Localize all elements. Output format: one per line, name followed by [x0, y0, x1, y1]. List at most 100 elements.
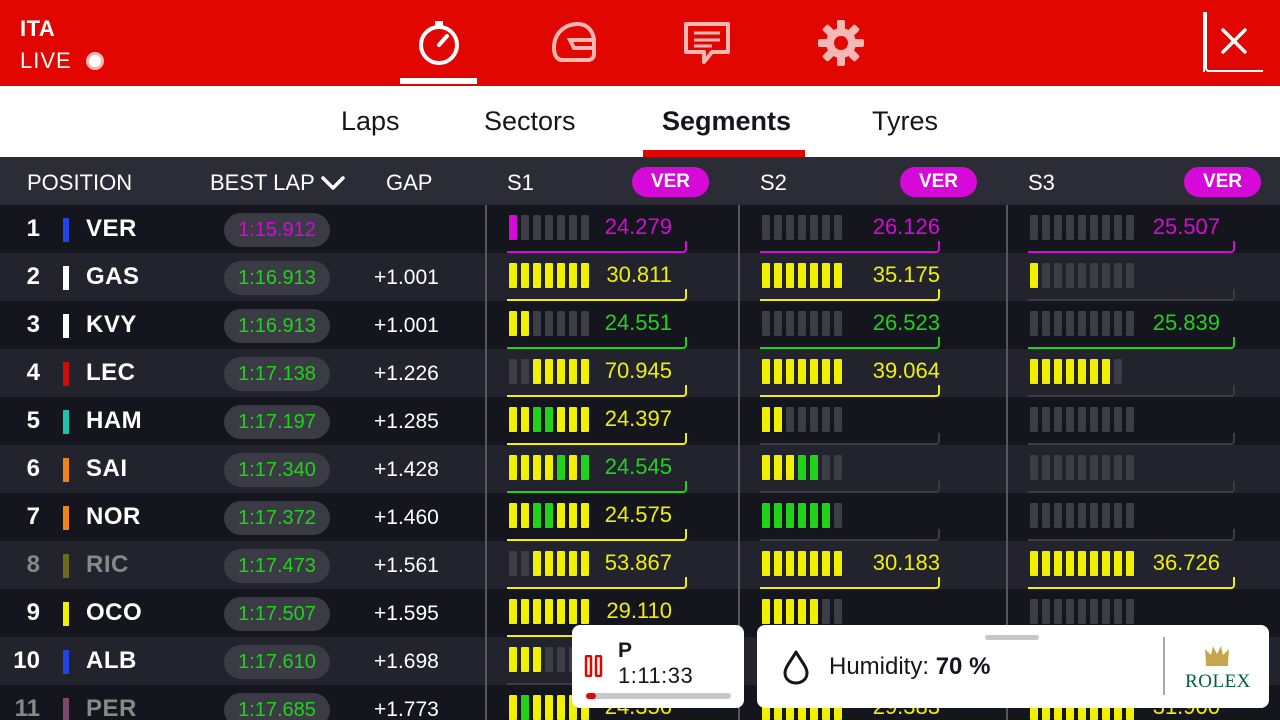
sector-1-segments: 70.945 [507, 349, 691, 397]
segment-block [786, 359, 794, 384]
gap-value: +1.595 [374, 602, 439, 625]
settings-icon[interactable] [816, 18, 866, 68]
close-button-frame [1205, 12, 1263, 72]
column-s1: S1 [507, 170, 534, 195]
segment-block [762, 503, 770, 528]
sector-1-segments: 53.867 [507, 541, 691, 589]
segment-block [810, 311, 818, 336]
table-row[interactable]: 2 GAS 1:16.913 +1.001 30.811 35.175 [0, 253, 1280, 301]
segment-block [1114, 215, 1122, 240]
sector-time: 25.507 [1152, 214, 1220, 239]
segment-block [834, 263, 842, 288]
best-lap-time: 1:17.138 [224, 357, 330, 391]
timing-icon[interactable] [414, 18, 464, 68]
nav-active-indicator [400, 78, 477, 84]
sector-status-line [760, 385, 940, 397]
segment-blocks [509, 503, 589, 528]
tab-sectors[interactable]: Sectors [484, 106, 576, 136]
segment-block [1114, 359, 1122, 384]
race-control-icon[interactable] [682, 18, 732, 68]
team-color-bar [63, 314, 69, 338]
column-best-lap-sort[interactable]: BEST LAP [210, 170, 347, 196]
segment-block [1078, 503, 1086, 528]
segment-block [1090, 359, 1098, 384]
segment-block [1030, 455, 1038, 480]
segment-blocks [762, 455, 842, 480]
table-row[interactable]: 7 NOR 1:17.372 +1.460 24.575 [0, 493, 1280, 541]
segment-block [521, 215, 529, 240]
tab-segments[interactable]: Segments [662, 106, 792, 136]
segment-block [521, 407, 529, 432]
sector-3-segments [1028, 253, 1239, 301]
segment-block [533, 407, 541, 432]
segment-block [822, 359, 830, 384]
session-flag: P [618, 639, 633, 662]
sector-time: 24.575 [604, 502, 672, 527]
sector-1-segments: 24.397 [507, 397, 691, 445]
team-color-bar [63, 362, 69, 386]
table-row[interactable]: 4 LEC 1:17.138 +1.226 70.945 39.064 [0, 349, 1280, 397]
segment-blocks [509, 551, 589, 576]
segment-block [774, 407, 782, 432]
sector-time: 53.867 [604, 550, 672, 575]
sector-1-segments: 24.279 [507, 205, 691, 253]
droplet-icon [783, 650, 809, 685]
segment-block [1078, 551, 1086, 576]
session-clock-card[interactable]: P 1:11:33 [572, 625, 744, 708]
sponsor-logo: ROLEX [1185, 671, 1251, 692]
table-row[interactable]: 5 HAM 1:17.197 +1.285 24.397 [0, 397, 1280, 445]
driver-code: HAM [86, 407, 143, 434]
team-color-bar [63, 650, 69, 674]
segment-block [1054, 263, 1062, 288]
best-lap-time: 1:17.372 [224, 501, 330, 535]
drawer-handle[interactable] [985, 635, 1039, 640]
segment-block [762, 599, 770, 624]
segment-block [774, 215, 782, 240]
segment-block [1042, 455, 1050, 480]
segment-block [569, 311, 577, 336]
tab-laps[interactable]: Laps [341, 106, 400, 136]
tab-tyres[interactable]: Tyres [872, 106, 939, 136]
segment-blocks [1030, 263, 1134, 288]
segment-block [509, 599, 517, 624]
segment-block [798, 215, 806, 240]
row-position: 4 [26, 359, 40, 386]
segment-block [762, 455, 770, 480]
segment-block [774, 551, 782, 576]
segment-blocks [509, 407, 589, 432]
segment-blocks [509, 311, 589, 336]
segment-block [834, 503, 842, 528]
segment-blocks [509, 215, 589, 240]
segment-block [1078, 359, 1086, 384]
sector-2-segments: 35.175 [760, 253, 944, 301]
driver-code: NOR [86, 503, 141, 530]
segment-block [1066, 311, 1074, 336]
segment-block [557, 311, 565, 336]
segment-block [834, 359, 842, 384]
gap-value: +1.773 [374, 698, 439, 720]
segment-block [521, 263, 529, 288]
table-row[interactable]: 1 VER 1:15.912 24.279 26.126 25.507 [0, 205, 1280, 253]
team-color-bar [63, 410, 69, 434]
close-button[interactable] [1203, 12, 1263, 72]
segment-block [786, 263, 794, 288]
driver-code: VER [86, 215, 137, 242]
segment-block [521, 695, 529, 720]
helmet-icon[interactable] [548, 18, 598, 68]
table-row[interactable]: 3 KVY 1:16.913 +1.001 24.551 26.523 25.839 [0, 301, 1280, 349]
segment-block [774, 503, 782, 528]
sector-3-segments [1028, 397, 1239, 445]
segment-block [1054, 359, 1062, 384]
table-row[interactable]: 6 SAI 1:17.340 +1.428 24.545 [0, 445, 1280, 493]
humidity-label: Humidity: [829, 653, 930, 680]
segment-block [822, 263, 830, 288]
segment-block [1102, 311, 1110, 336]
s1-best-badge: VER [632, 167, 709, 197]
sector-status-line [1028, 289, 1235, 301]
row-position: 3 [26, 311, 40, 338]
sector-status-line [507, 481, 687, 493]
column-s3: S3 [1028, 170, 1055, 195]
sector-status-line [507, 433, 687, 445]
row-position: 11 [14, 695, 40, 720]
table-row[interactable]: 8 RIC 1:17.473 +1.561 53.867 30.183 36.726 [0, 541, 1280, 589]
